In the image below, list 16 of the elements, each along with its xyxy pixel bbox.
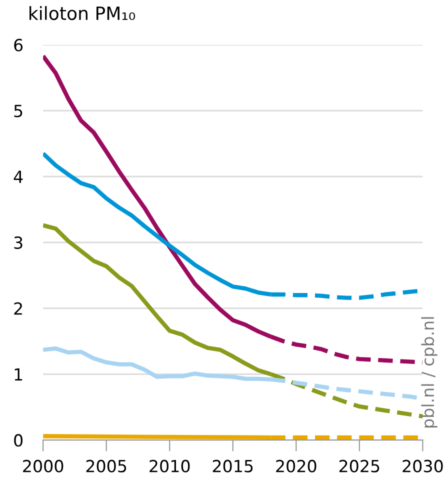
y-tick-label: 2 [14, 302, 22, 315]
y-tick-label: 1 [14, 368, 22, 381]
chart-title: kiloton PM₁₀ [30, 6, 136, 20]
y-tick-label: 5 [14, 104, 22, 118]
x-tick-label: 2015 [212, 460, 253, 472]
y-tick-label: 6 [14, 38, 23, 52]
annotation: pbl.nl / cpb.nl [421, 317, 438, 428]
x-tick-label: 2000 [23, 460, 64, 472]
x-tick-label: 2020 [276, 460, 316, 472]
y-tick-label: 0 [14, 434, 23, 447]
x-tick-label: 2005 [86, 460, 126, 472]
x-tick-label: 2025 [339, 460, 380, 472]
y-tick-label: 4 [14, 170, 23, 183]
y-tick-label: 3 [14, 236, 22, 250]
x-tick-label: 2030 [402, 460, 443, 472]
x-tick-label: 2010 [150, 460, 190, 472]
